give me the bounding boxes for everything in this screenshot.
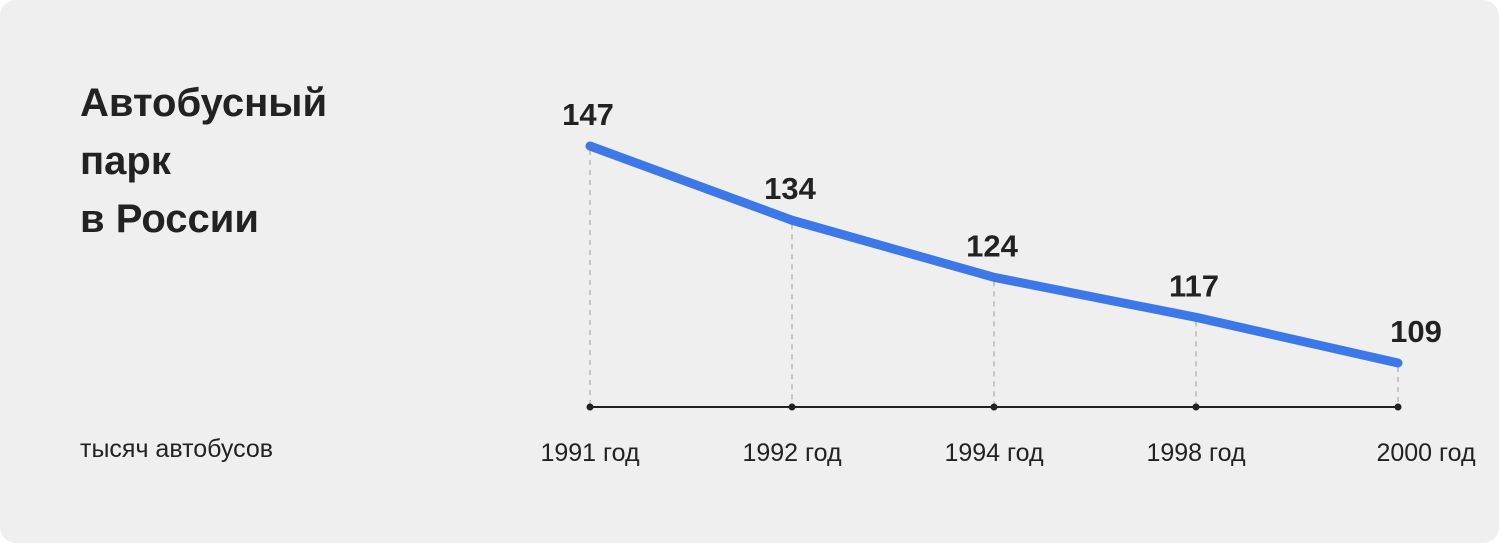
x-tick-label: 1994 год bbox=[944, 439, 1043, 467]
x-tick-label: 2000 год bbox=[1376, 439, 1475, 467]
chart-title-line: в России bbox=[80, 197, 259, 241]
chart-title: Автобусный парк в России bbox=[80, 74, 327, 248]
chart-title-line: парк bbox=[80, 139, 171, 183]
data-label: 147 bbox=[562, 97, 614, 132]
x-axis-tick-dot bbox=[586, 403, 594, 411]
x-tick-label: 1998 год bbox=[1146, 439, 1245, 467]
x-tick-label: 1992 год bbox=[742, 439, 841, 467]
x-tick-labels: 1991 год 1992 год 1994 год 1998 год 2000 год bbox=[540, 439, 1475, 467]
y-unit-label: тысяч автобусов bbox=[80, 435, 274, 463]
data-label: 124 bbox=[966, 228, 1018, 263]
data-label: 117 bbox=[1169, 268, 1219, 303]
x-axis bbox=[586, 403, 1402, 411]
data-label: 109 bbox=[1390, 314, 1442, 349]
series-group bbox=[585, 141, 1403, 368]
x-axis-tick-dot bbox=[990, 403, 998, 411]
series-line bbox=[585, 141, 1403, 368]
x-axis-tick-dot bbox=[1192, 403, 1200, 411]
x-axis-tick-dot bbox=[788, 403, 796, 411]
x-tick-label: 1991 год bbox=[540, 439, 639, 467]
x-axis-tick-dot bbox=[1394, 403, 1402, 411]
chart-title-line: Автобусный bbox=[80, 81, 328, 125]
guide-lines bbox=[589, 150, 1399, 407]
data-label: 134 bbox=[764, 171, 816, 206]
data-labels: 147 134 124 117 109 bbox=[562, 97, 1442, 349]
